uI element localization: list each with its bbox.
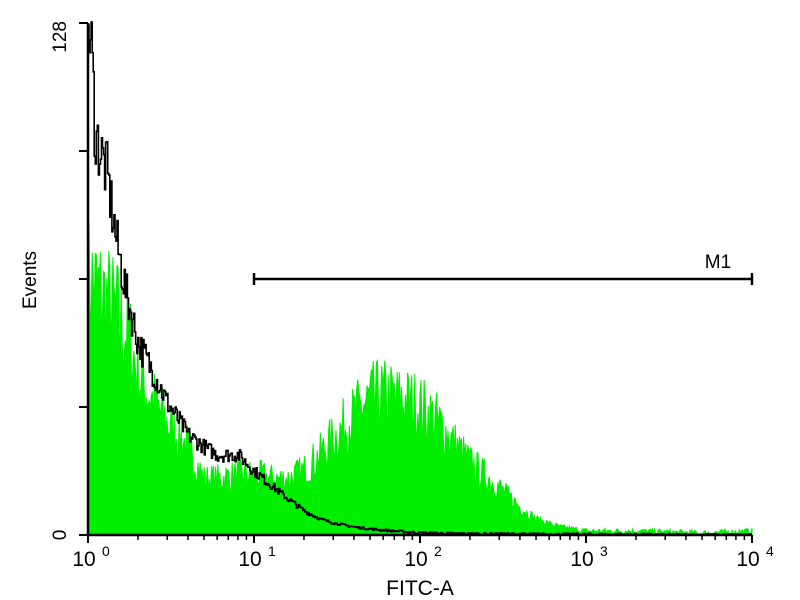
sample-histogram xyxy=(87,221,753,537)
x-tick-label: 10 xyxy=(72,548,95,571)
x-tick-label: 10 xyxy=(404,548,427,571)
x-tick-exponent: 0 xyxy=(102,543,110,559)
x-axis-label: FITC-A xyxy=(386,577,454,600)
x-tick-exponent: 2 xyxy=(434,543,442,559)
y-tick-label: 128 xyxy=(50,21,71,53)
x-tick-exponent: 3 xyxy=(600,543,608,559)
x-tick-exponent: 1 xyxy=(268,543,276,559)
x-tick-label: 10 xyxy=(238,548,261,571)
x-tick-label: 10 xyxy=(736,548,759,571)
x-tick-exponent: 4 xyxy=(766,543,774,559)
marker-m1-label: M1 xyxy=(705,252,731,273)
x-tick-label: 10 xyxy=(570,548,593,571)
y-tick-label: 0 xyxy=(50,530,71,541)
y-axis-label: Events xyxy=(20,251,41,309)
